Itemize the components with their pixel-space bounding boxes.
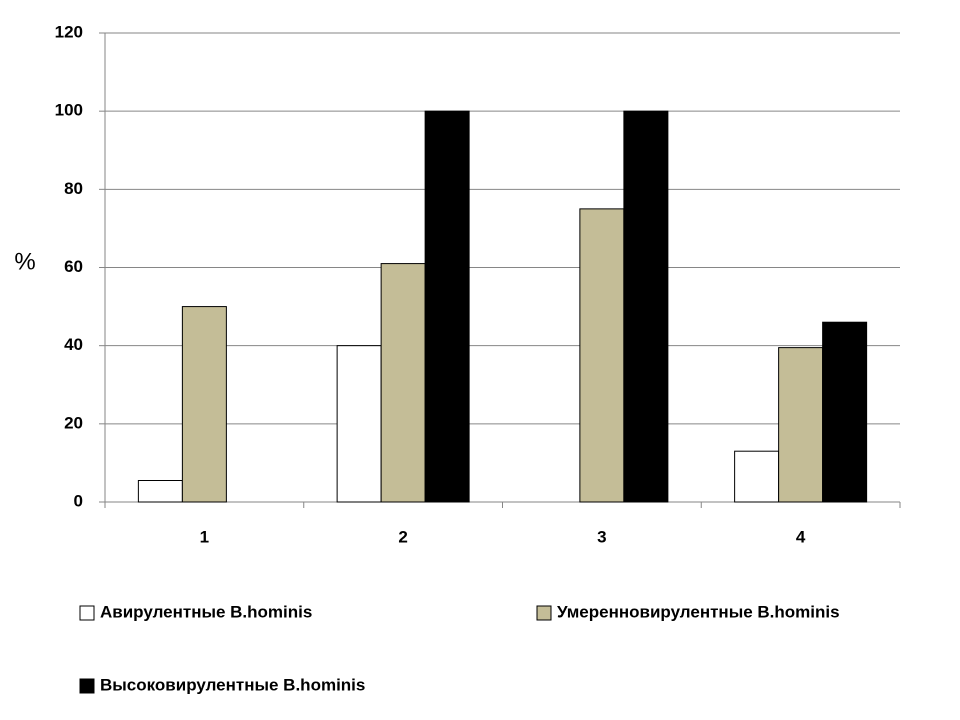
y-tick-label: 60: [64, 257, 83, 276]
bar: [380, 263, 426, 503]
legend-label: Умеренновирулентные B.hominis: [557, 602, 840, 621]
y-tick-label: 120: [55, 22, 83, 41]
x-tick-label: 3: [597, 527, 606, 546]
x-tick-label: 1: [200, 527, 209, 546]
bar: [181, 306, 227, 503]
bar: [336, 345, 382, 503]
bar: [424, 110, 470, 503]
bar: [137, 480, 183, 503]
bar: [734, 450, 780, 503]
y-tick-label: 100: [55, 101, 83, 120]
y-tick-label: 0: [74, 491, 83, 510]
bar: [778, 347, 824, 503]
y-tick-label: 80: [64, 179, 83, 198]
legend-label: Авирулентные B.hominis: [100, 602, 312, 621]
legend-label: Высоковирулентные B.hominis: [100, 675, 365, 694]
y-tick-label: 20: [64, 413, 83, 432]
bar: [579, 208, 625, 503]
x-tick-label: 4: [796, 527, 806, 546]
legend-swatch: [536, 605, 552, 621]
y-tick-label: 40: [64, 335, 83, 354]
bar: [623, 110, 669, 503]
x-tick-label: 2: [398, 527, 407, 546]
legend-swatch: [79, 605, 95, 621]
legend-swatch: [79, 678, 95, 694]
bar: [822, 321, 868, 503]
y-axis-label: %: [14, 248, 35, 275]
